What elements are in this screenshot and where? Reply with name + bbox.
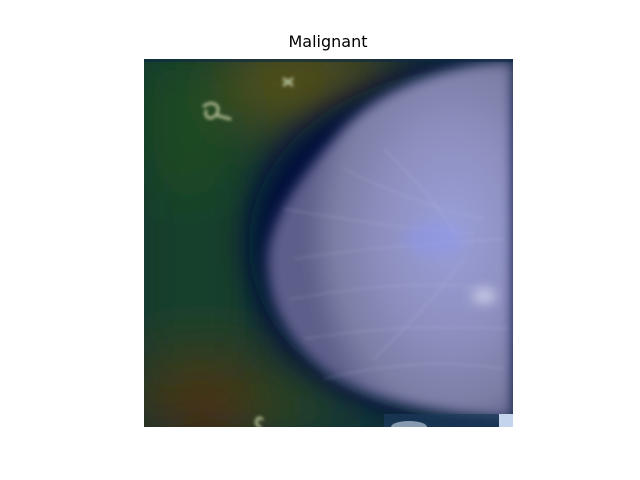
mammogram-gradcam-overlay-icon [144,59,513,427]
figure-title: Malignant [288,32,368,51]
mammogram-heatmap-image [144,59,513,427]
